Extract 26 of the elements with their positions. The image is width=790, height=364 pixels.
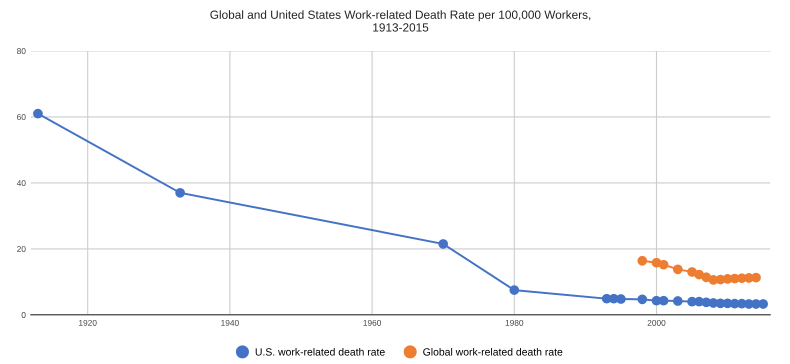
point	[758, 299, 768, 309]
y-tick-label: 20	[17, 246, 26, 252]
legend-label: U.S. work-related death rate	[256, 348, 385, 356]
point	[658, 260, 668, 270]
point	[438, 239, 448, 249]
x-tick-label: 1940	[221, 320, 239, 326]
point	[175, 188, 185, 198]
point	[672, 296, 683, 306]
y-tick-label: 80	[17, 48, 26, 54]
chart-title: Global and United States Work-related Death Rate per 100,000 Workers, 1913-2015	[210, 10, 590, 32]
point	[509, 285, 520, 295]
point	[751, 272, 761, 282]
y-tick-label: 0	[22, 312, 26, 318]
point	[658, 296, 668, 306]
x-tick-label: 2000	[648, 320, 666, 326]
y-tick-label: 60	[17, 114, 26, 120]
point	[637, 256, 648, 266]
x-tick-label: 1920	[79, 320, 97, 326]
point	[672, 264, 683, 274]
legend-label: Global work-related death rate	[423, 348, 562, 356]
point	[616, 294, 626, 304]
y-tick-label: 40	[16, 180, 26, 186]
x-tick-label: 1960	[363, 320, 382, 326]
x-tick-label: 1980	[506, 320, 524, 326]
point	[33, 108, 43, 118]
point	[637, 294, 648, 304]
